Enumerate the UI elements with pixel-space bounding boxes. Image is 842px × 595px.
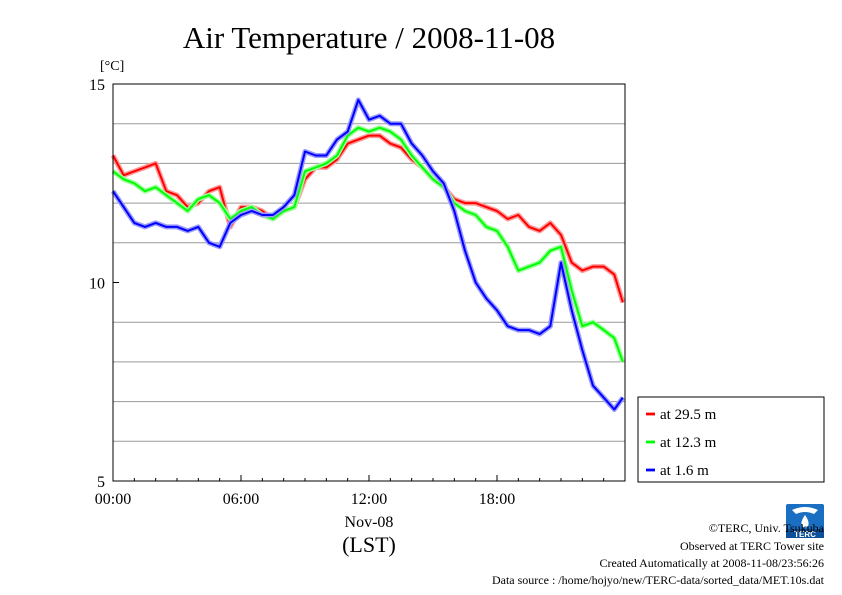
series-line-1	[112, 126, 624, 363]
grid-layer	[113, 123, 625, 442]
series-line-2	[112, 98, 624, 411]
legend-label: at 29.5 m	[660, 407, 717, 423]
x-tick-label: 06:00	[223, 491, 259, 508]
time-zone-label: (LST)	[342, 532, 396, 557]
y-tick-label: 10	[89, 276, 105, 293]
terc-logo-icon: TERC	[786, 504, 824, 539]
created-text: Created Automatically at 2008-11-08/23:5…	[599, 556, 824, 570]
y-axis-unit-label: [°C]	[100, 59, 124, 74]
site-text: Observed at TERC Tower site	[680, 539, 824, 553]
legend-box	[637, 396, 825, 483]
tick-layer: 00:00 06:00 12:00 18:00 5 10 15	[89, 77, 605, 508]
x-tick-label: 18:00	[479, 491, 515, 508]
legend-label: at 1.6 m	[660, 463, 709, 479]
date-label: Nov-08	[345, 514, 394, 531]
legend: at 29.5 m at 12.3 m at 1.6 m	[637, 396, 825, 483]
x-tick-label: 12:00	[351, 491, 387, 508]
chart-title: Air Temperature / 2008-11-08	[183, 20, 555, 55]
legend-label: at 12.3 m	[660, 435, 717, 451]
plot-frame	[112, 83, 626, 482]
data-source-text: Data source : /home/hojyo/new/TERC-data/…	[492, 573, 825, 587]
series-line-0	[112, 134, 624, 303]
y-tick-label: 5	[97, 474, 105, 491]
x-tick-label: 00:00	[95, 491, 131, 508]
copyright-text: ©TERC, Univ. Tsukuba	[709, 521, 825, 535]
series-layer	[110, 97, 626, 412]
logo-text: TERC	[794, 530, 816, 539]
series-halo-0	[110, 133, 626, 304]
y-tick-label: 15	[89, 77, 105, 94]
